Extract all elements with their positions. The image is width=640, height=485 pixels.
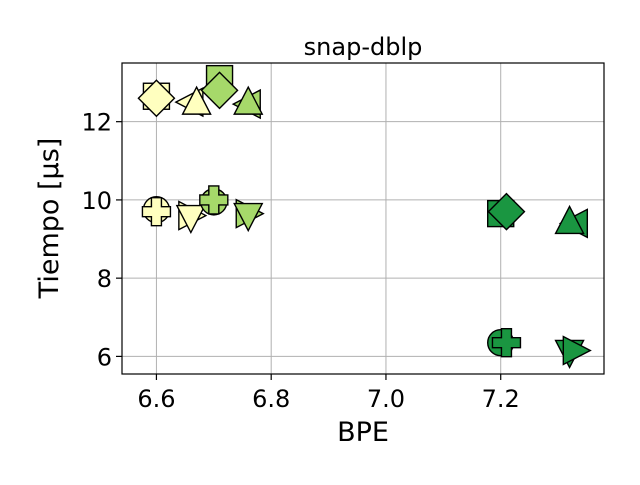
marker-diamond <box>487 192 526 231</box>
y-tick-label: 12 <box>81 109 112 137</box>
marker-diamond <box>200 71 239 110</box>
marker-triangle-up <box>554 204 585 235</box>
marker-plus <box>141 196 172 227</box>
x-tick-label: 6.8 <box>252 385 290 413</box>
x-tick-label: 6.6 <box>137 385 175 413</box>
y-tick-label: 10 <box>81 187 112 215</box>
plot-frame <box>121 62 605 375</box>
marker-plus <box>199 185 229 215</box>
y-tick-label: 6 <box>97 343 112 371</box>
markers <box>137 64 592 370</box>
marker-triangle-right <box>562 335 592 366</box>
x-tick-label: 7.2 <box>482 385 520 413</box>
x-tick-label: 7.0 <box>367 385 405 413</box>
marker-triangle-down <box>233 202 264 233</box>
marker-triangle-up <box>233 85 264 115</box>
y-axis-label: Tiempo [μs] <box>34 138 65 300</box>
marker-triangle-down <box>175 204 207 235</box>
x-axis-label: BPE <box>337 417 389 448</box>
marker-plus <box>491 328 522 358</box>
marker-triangle-up <box>181 85 212 115</box>
marker-diamond <box>137 79 176 118</box>
ticks: 6.6 6.8 7.0 7.2 6 8 10 12 <box>81 109 519 413</box>
chart-title: snap-dblp <box>304 33 423 61</box>
y-tick-label: 8 <box>97 265 112 293</box>
